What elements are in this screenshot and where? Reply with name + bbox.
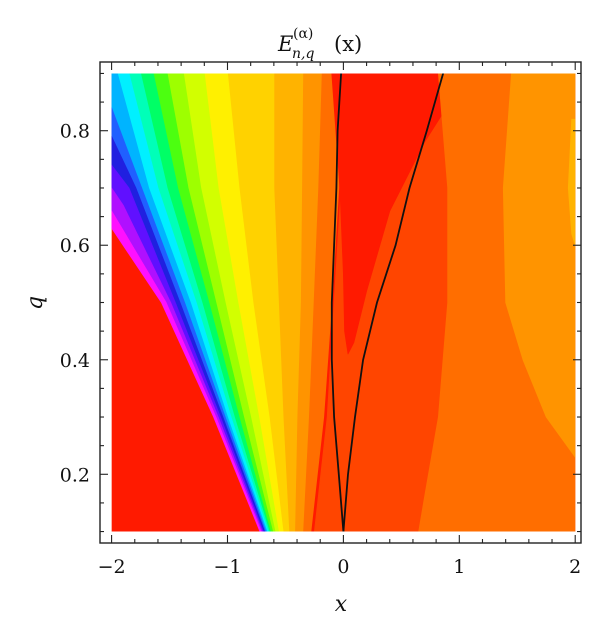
contour-band-21 <box>567 118 576 246</box>
x-tick-label: 2 <box>569 556 581 578</box>
contour-line-0 <box>330 73 345 532</box>
title-argument: (x) <box>334 32 362 56</box>
chart-title: E (α) n,q (x) <box>277 26 362 62</box>
x-tick-label: 1 <box>453 556 465 578</box>
contour-band-17 <box>111 210 262 532</box>
y-axis-label: q <box>23 296 48 310</box>
x-tick-label: −1 <box>213 556 241 578</box>
y-tick-label: 0.2 <box>60 464 90 486</box>
title-superscript: (α) <box>293 26 313 42</box>
x-tick-label: 0 <box>337 556 349 578</box>
contour-fill <box>111 73 576 532</box>
axis-ticks: −2 −1 0 1 2 0.2 0.4 0.6 0.8 <box>60 62 581 578</box>
contour-regions <box>111 73 576 532</box>
title-base: E <box>277 32 293 56</box>
contour-line-1 <box>342 73 445 532</box>
x-tick-label: −2 <box>98 556 126 578</box>
x-axis-label: x <box>335 592 348 617</box>
title-subscript: n,q <box>292 46 314 62</box>
y-tick-label: 0.4 <box>60 350 90 372</box>
contour-lines <box>330 73 445 532</box>
y-tick-label: 0.6 <box>60 235 90 257</box>
y-tick-label: 0.8 <box>60 121 90 143</box>
